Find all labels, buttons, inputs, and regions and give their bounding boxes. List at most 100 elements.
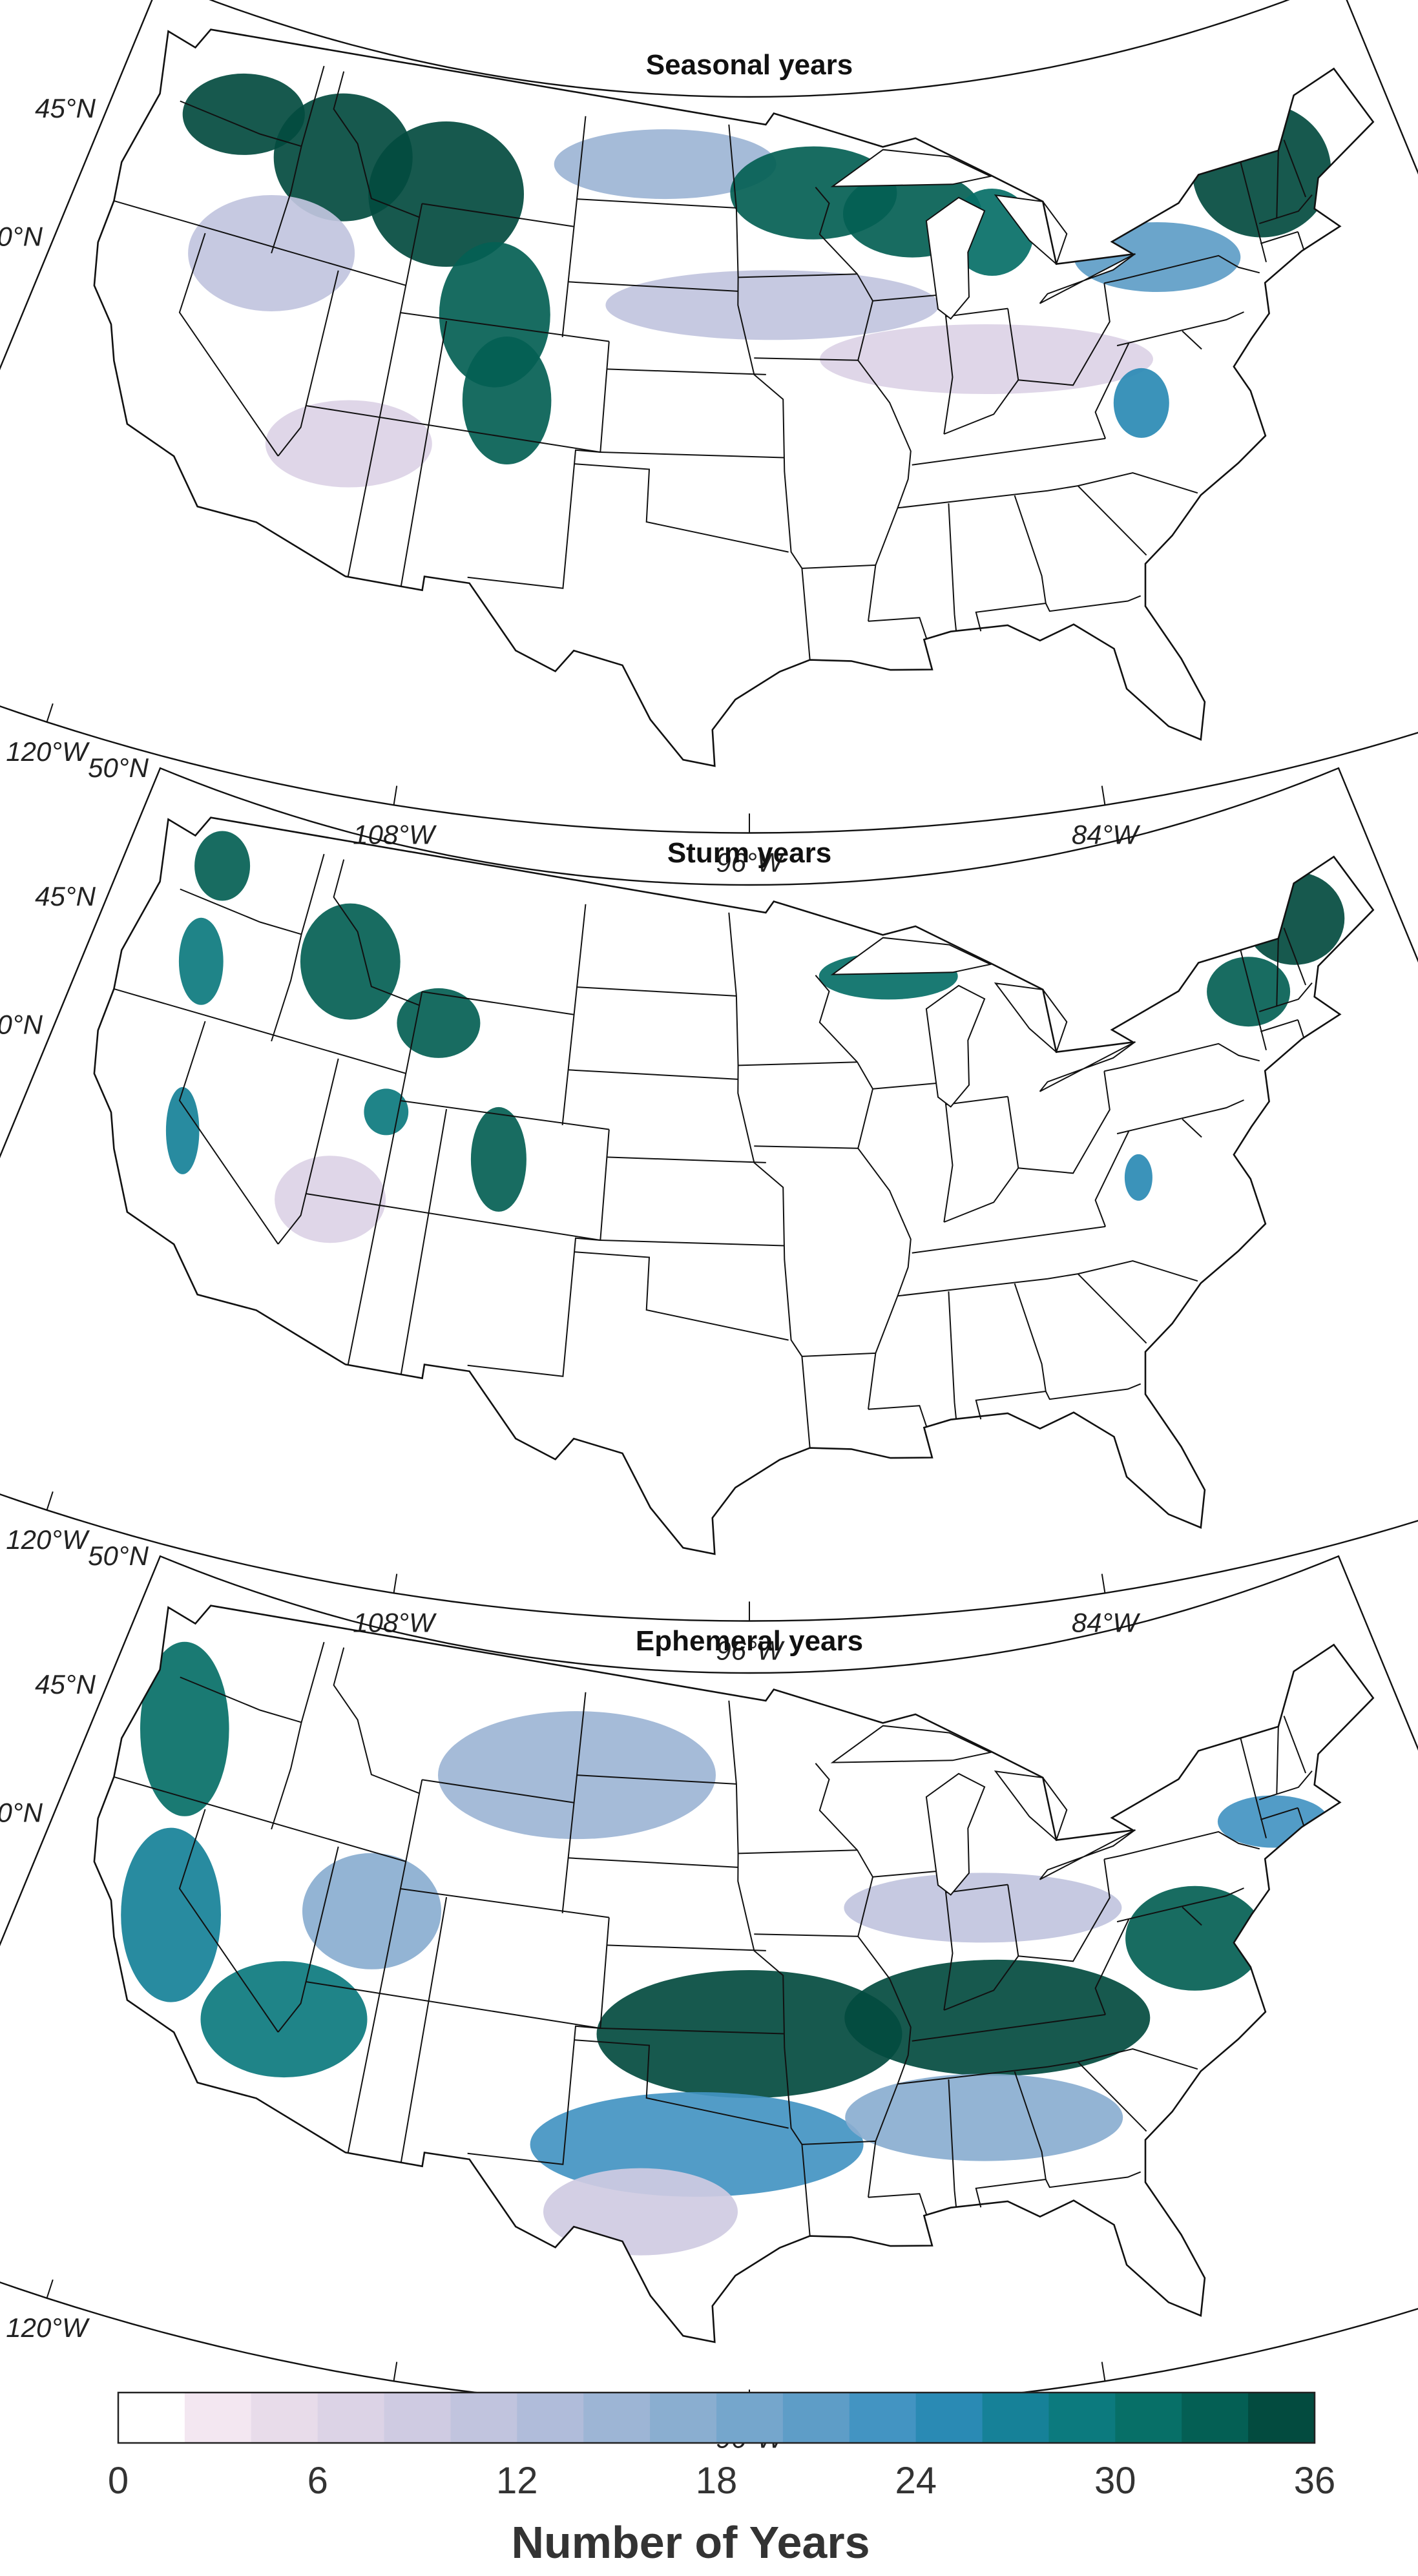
great-lake [925, 1772, 986, 1896]
state-border [422, 991, 574, 1015]
state-border [912, 437, 1106, 466]
lon-label: 108°W [353, 1607, 437, 1637]
state-border [868, 1405, 928, 1428]
snow-region [1124, 1154, 1152, 1201]
map-panel: Sturm years50°N45°N40°N35°N30°N25°N120°W… [0, 753, 1418, 1666]
state-border [1260, 1019, 1298, 1032]
great-lake [1039, 1041, 1136, 1092]
snow-layer [121, 1641, 1329, 2256]
state-border [347, 1100, 401, 1366]
lon-tick [393, 785, 398, 805]
state-border [1018, 1859, 1110, 1962]
us-outline [93, 1605, 1375, 2343]
state-border [945, 307, 1008, 317]
state-border [400, 1108, 448, 1375]
colorbar-swatch [384, 2393, 452, 2443]
state-border [1104, 254, 1260, 284]
colorbar-swatch [583, 2393, 651, 2443]
snow-region [368, 121, 524, 267]
snow-region [188, 195, 355, 311]
colorbar-swatch [1248, 2393, 1315, 2443]
colorbar-swatch [317, 2393, 385, 2443]
state-border [897, 1260, 1198, 1297]
snow-region [178, 917, 224, 1005]
state-border [1104, 1831, 1260, 1860]
state-border [1258, 982, 1313, 1013]
snow-region [1125, 1885, 1265, 1991]
snow-region [844, 1959, 1151, 2076]
state-border [1045, 2171, 1142, 2188]
state-border [568, 1069, 738, 1080]
state-border [1182, 1906, 1202, 1926]
great-lake [830, 149, 993, 187]
state-border [576, 198, 736, 209]
state-border [948, 503, 957, 632]
snow-region [1113, 368, 1169, 438]
snow-region [200, 1961, 368, 2078]
colorbar-swatch [650, 2393, 717, 2443]
great-lake [994, 982, 1068, 1054]
state-border [943, 1096, 1019, 1223]
colorbar-swatch [251, 2393, 318, 2443]
snow-region [397, 988, 481, 1058]
state-border [738, 1061, 858, 1066]
state-border [600, 452, 784, 459]
snow-region [543, 2168, 738, 2256]
state-border [754, 357, 859, 361]
state-border [1077, 485, 1147, 556]
map-panel: Seasonal years50°N45°N40°N35°N30°N25°N12… [0, 0, 1418, 878]
state-border [271, 1641, 325, 1830]
great-lake [830, 937, 993, 975]
colorbar-swatch [517, 2393, 584, 2443]
state-border [948, 2079, 957, 2208]
lon-tick [46, 2279, 54, 2299]
snow-layer [165, 831, 1345, 1243]
lat-label: 50°N [88, 753, 149, 783]
lat-label: 40°N [0, 1798, 43, 1828]
state-border [467, 1917, 610, 2165]
lon-label: 120°W [6, 1524, 90, 1555]
state-border [1276, 1726, 1279, 1794]
state-border [333, 1647, 420, 1794]
state-border [576, 986, 736, 997]
state-border [306, 1981, 601, 2029]
state-border [802, 2140, 876, 2145]
snow-region [462, 337, 552, 464]
state-border [277, 270, 339, 457]
snow-region [844, 1873, 1122, 1943]
state-border [1240, 162, 1267, 263]
state-border [1283, 928, 1307, 986]
lat-label: 40°N [0, 1010, 43, 1040]
great-lake [1039, 253, 1136, 304]
snow-region [194, 831, 251, 901]
us-outline [93, 28, 1375, 767]
map-frame [0, 1555, 1418, 2410]
state-border [574, 1251, 789, 1341]
great-lake [994, 1770, 1068, 1842]
colorbar-swatch [1115, 2393, 1182, 2443]
state-border [1094, 1130, 1130, 1227]
snow-region [302, 1853, 441, 1969]
state-border [607, 368, 766, 375]
state-border [1104, 1043, 1260, 1072]
colorbar-swatch [716, 2393, 784, 2443]
state-border [180, 888, 302, 935]
state-border [178, 1021, 279, 1245]
snow-region [165, 1086, 200, 1174]
state-border [574, 2039, 789, 2129]
colorbar-tick-label: 0 [108, 2460, 129, 2502]
state-border [467, 341, 610, 589]
state-border [114, 1776, 406, 1862]
state-border [975, 1283, 1047, 1420]
lon-tick [1101, 785, 1106, 805]
lon-label: 120°W [6, 736, 90, 767]
state-border [333, 859, 420, 1006]
state-border [1297, 231, 1305, 251]
state-border [897, 472, 1198, 509]
great-lake [925, 984, 986, 1108]
lon-label: 84°W [1072, 1607, 1141, 1637]
snow-region [182, 73, 305, 155]
lat-label: 45°N [35, 1669, 96, 1699]
lon-tick [393, 1574, 398, 1594]
state-border [607, 1156, 766, 1163]
